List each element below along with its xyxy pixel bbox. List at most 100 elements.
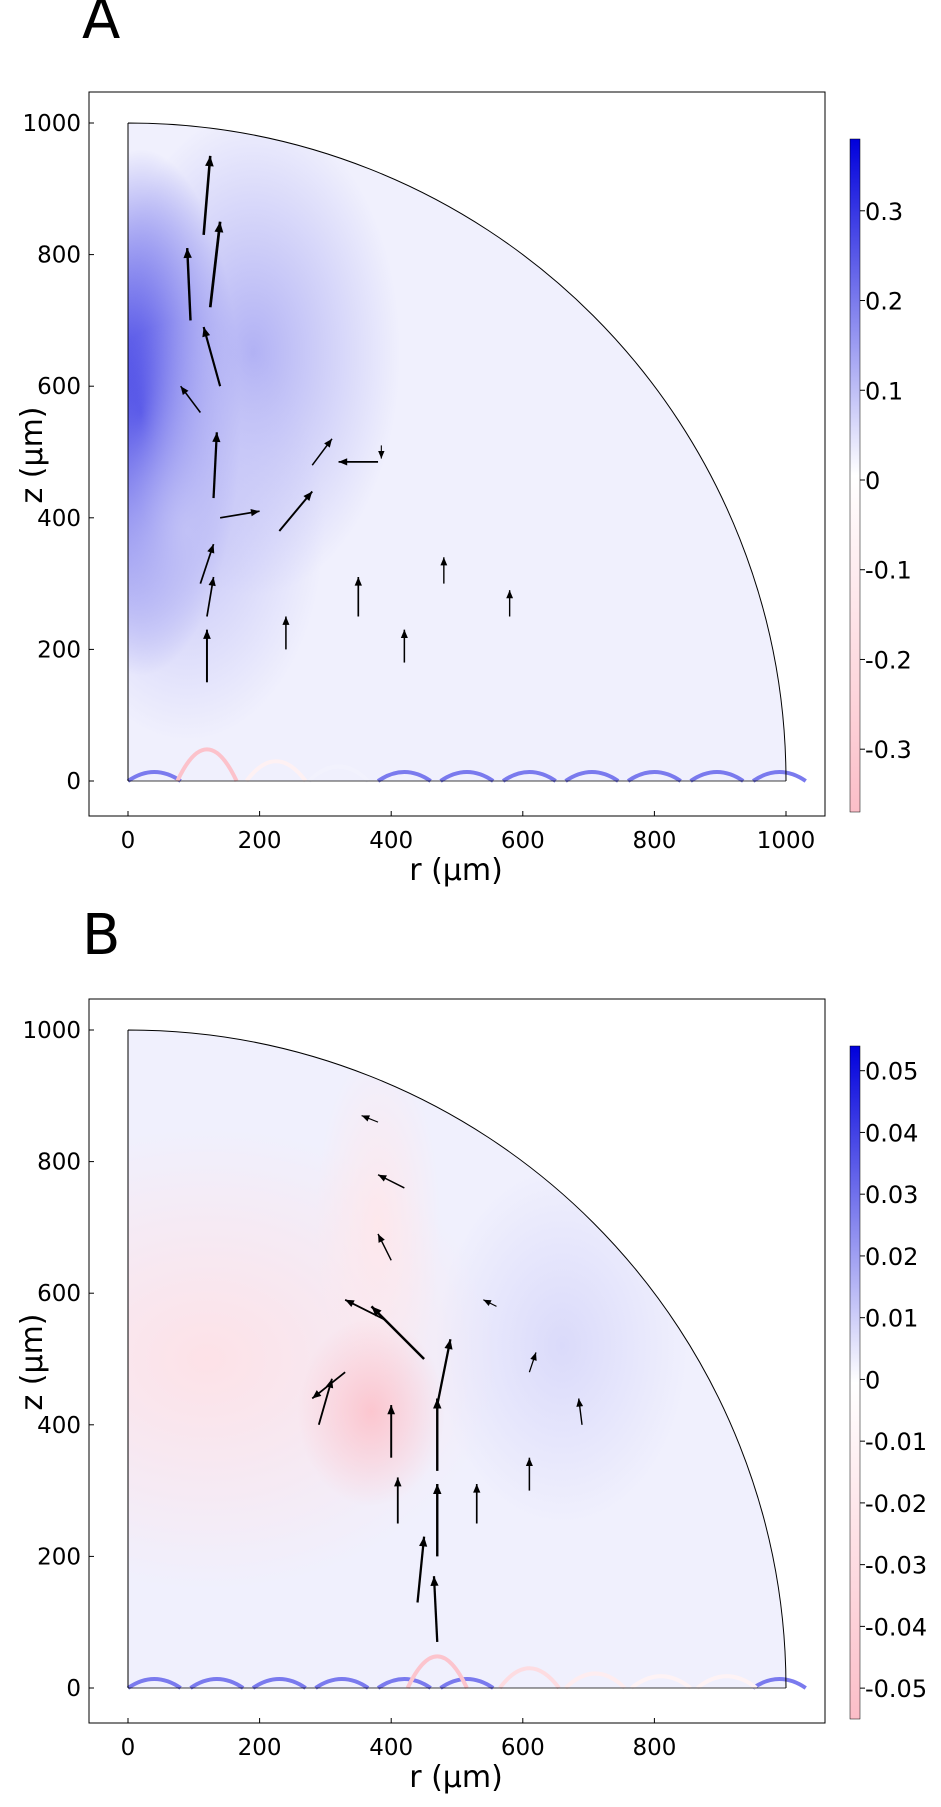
x-tick-label: 0 bbox=[121, 828, 136, 854]
vector-arrowhead bbox=[371, 1306, 382, 1317]
vector-arrow bbox=[212, 432, 218, 499]
colorbar-tick-label: -0.01 bbox=[865, 1428, 927, 1456]
boundary-scallops bbox=[126, 1654, 807, 1690]
vector-arrow bbox=[186, 247, 192, 321]
y-tick-label: 0 bbox=[66, 1676, 81, 1702]
y-tick-label: 0 bbox=[66, 769, 81, 795]
colorbar-tick-label: 0.2 bbox=[865, 288, 903, 316]
boundary-bump bbox=[695, 1674, 758, 1690]
colorbar-tick-label: -0.3 bbox=[865, 736, 912, 764]
vector-arrowhead bbox=[576, 1398, 584, 1407]
boundary-bump bbox=[564, 1671, 627, 1690]
vector-arrow bbox=[370, 1305, 425, 1360]
colorbar-tick-label: -0.02 bbox=[865, 1490, 927, 1518]
boundary-scallop bbox=[126, 770, 182, 783]
x-axis-label: r (µm) bbox=[409, 1760, 503, 1795]
vector-arrowhead bbox=[183, 248, 192, 259]
vector-arrow bbox=[436, 1339, 452, 1406]
vector-arrowhead bbox=[208, 577, 216, 587]
vector-arrow bbox=[202, 155, 212, 235]
colorbar-tick-label: 0.01 bbox=[865, 1305, 918, 1333]
boundary-bump bbox=[630, 1674, 692, 1690]
panel-label-b: B bbox=[82, 903, 121, 968]
boundary-scallop bbox=[439, 1677, 495, 1690]
y-tick-label: 1000 bbox=[22, 1018, 81, 1044]
vector-field bbox=[180, 155, 514, 683]
vector-arrowhead bbox=[214, 221, 224, 233]
panel-label-a: A bbox=[82, 0, 121, 52]
boundary-scallop bbox=[689, 770, 745, 783]
vector-arrowhead bbox=[338, 458, 348, 466]
x-tick-label: 1000 bbox=[757, 828, 816, 854]
colorbar-tick-label: -0.1 bbox=[865, 557, 912, 585]
field-blob bbox=[297, 1316, 446, 1507]
x-tick-label: 400 bbox=[369, 828, 413, 854]
vector-arrowhead bbox=[250, 509, 260, 517]
y-tick-label: 600 bbox=[37, 374, 81, 400]
vector-arrow bbox=[416, 1536, 426, 1603]
vector-arrowhead bbox=[530, 1352, 537, 1361]
y-tick-label: 400 bbox=[37, 1413, 81, 1439]
boundary-scallop bbox=[376, 770, 432, 783]
colorbar-tick-label: 0.03 bbox=[865, 1181, 918, 1209]
vector-arrowhead bbox=[387, 1405, 396, 1415]
colorbar-tick-label: -0.04 bbox=[865, 1613, 927, 1641]
boundary-scallop bbox=[751, 770, 807, 783]
boundary-scallop bbox=[314, 1677, 370, 1690]
boundary-scallops bbox=[126, 747, 807, 783]
vector-arrowhead bbox=[440, 557, 448, 566]
colorbar-tick-label: 0.05 bbox=[865, 1058, 918, 1086]
y-tick-label: 200 bbox=[37, 1544, 81, 1570]
vector-arrowhead bbox=[483, 1299, 492, 1307]
vector-arrowhead bbox=[430, 1576, 439, 1587]
y-tick-label: 600 bbox=[37, 1281, 81, 1307]
boundary-scallop bbox=[564, 770, 620, 783]
boundary-bump bbox=[307, 764, 370, 783]
x-tick-label: 800 bbox=[632, 1735, 676, 1761]
field-blob bbox=[128, 320, 325, 742]
vector-arrowhead bbox=[354, 577, 362, 586]
vector-arrowhead bbox=[419, 1536, 428, 1547]
vector-arrowhead bbox=[324, 438, 332, 448]
vector-arrowhead bbox=[361, 1115, 370, 1122]
vector-arrowhead bbox=[282, 616, 290, 625]
boundary-scallop bbox=[626, 770, 682, 783]
vector-arrowhead bbox=[473, 1484, 481, 1493]
boundary-scallop bbox=[501, 770, 557, 783]
domain-outline bbox=[127, 122, 787, 782]
vector-arrowhead bbox=[180, 386, 189, 395]
colorbar bbox=[849, 138, 861, 813]
colorbar-tick-label: -0.2 bbox=[865, 646, 912, 674]
chart-b: 0 200 400 600 800 0 200 400 600 800 1000 r (µm) z (µ… bbox=[15, 998, 927, 1795]
vector-arrowhead bbox=[303, 491, 313, 501]
colorbar-tick-label: 0 bbox=[865, 467, 880, 495]
vector-arrowhead bbox=[203, 629, 211, 639]
field-blob bbox=[314, 1048, 442, 1407]
x-tick-label: 400 bbox=[369, 1735, 413, 1761]
vector-arrowhead bbox=[394, 1477, 402, 1487]
y-axis-label: z (µm) bbox=[15, 406, 50, 503]
boundary-scallop bbox=[439, 770, 495, 783]
colorbar-tick-label: 0 bbox=[865, 1366, 880, 1394]
y-tick-label: 800 bbox=[37, 243, 81, 269]
y-tick-label: 1000 bbox=[22, 111, 81, 137]
vector-arrowhead bbox=[378, 451, 385, 459]
colorbar-tick-label: 0.1 bbox=[865, 377, 903, 405]
colorbar bbox=[849, 1045, 861, 1720]
chart-a: 0 200 400 600 800 1000 0 200 400 600 800 1000 r (µm)… bbox=[15, 91, 912, 888]
boundary-bump bbox=[244, 759, 308, 783]
x-tick-label: 600 bbox=[501, 828, 545, 854]
y-tick-label: 400 bbox=[37, 506, 81, 532]
vector-arrowhead bbox=[400, 629, 408, 639]
vector-field bbox=[311, 1114, 584, 1642]
boundary-scallop bbox=[251, 1677, 307, 1690]
vector-arrow bbox=[208, 221, 222, 308]
vector-arrowhead bbox=[312, 1390, 322, 1399]
colorbar-tick-label: 0.3 bbox=[865, 198, 903, 226]
boundary-bump bbox=[405, 1654, 469, 1689]
boundary-scallop bbox=[376, 1677, 432, 1690]
x-tick-label: 600 bbox=[501, 1735, 545, 1761]
vector-arrowhead bbox=[378, 1233, 385, 1243]
colorbar-tick-label: 0.04 bbox=[865, 1119, 918, 1147]
vector-arrow bbox=[432, 1576, 439, 1642]
